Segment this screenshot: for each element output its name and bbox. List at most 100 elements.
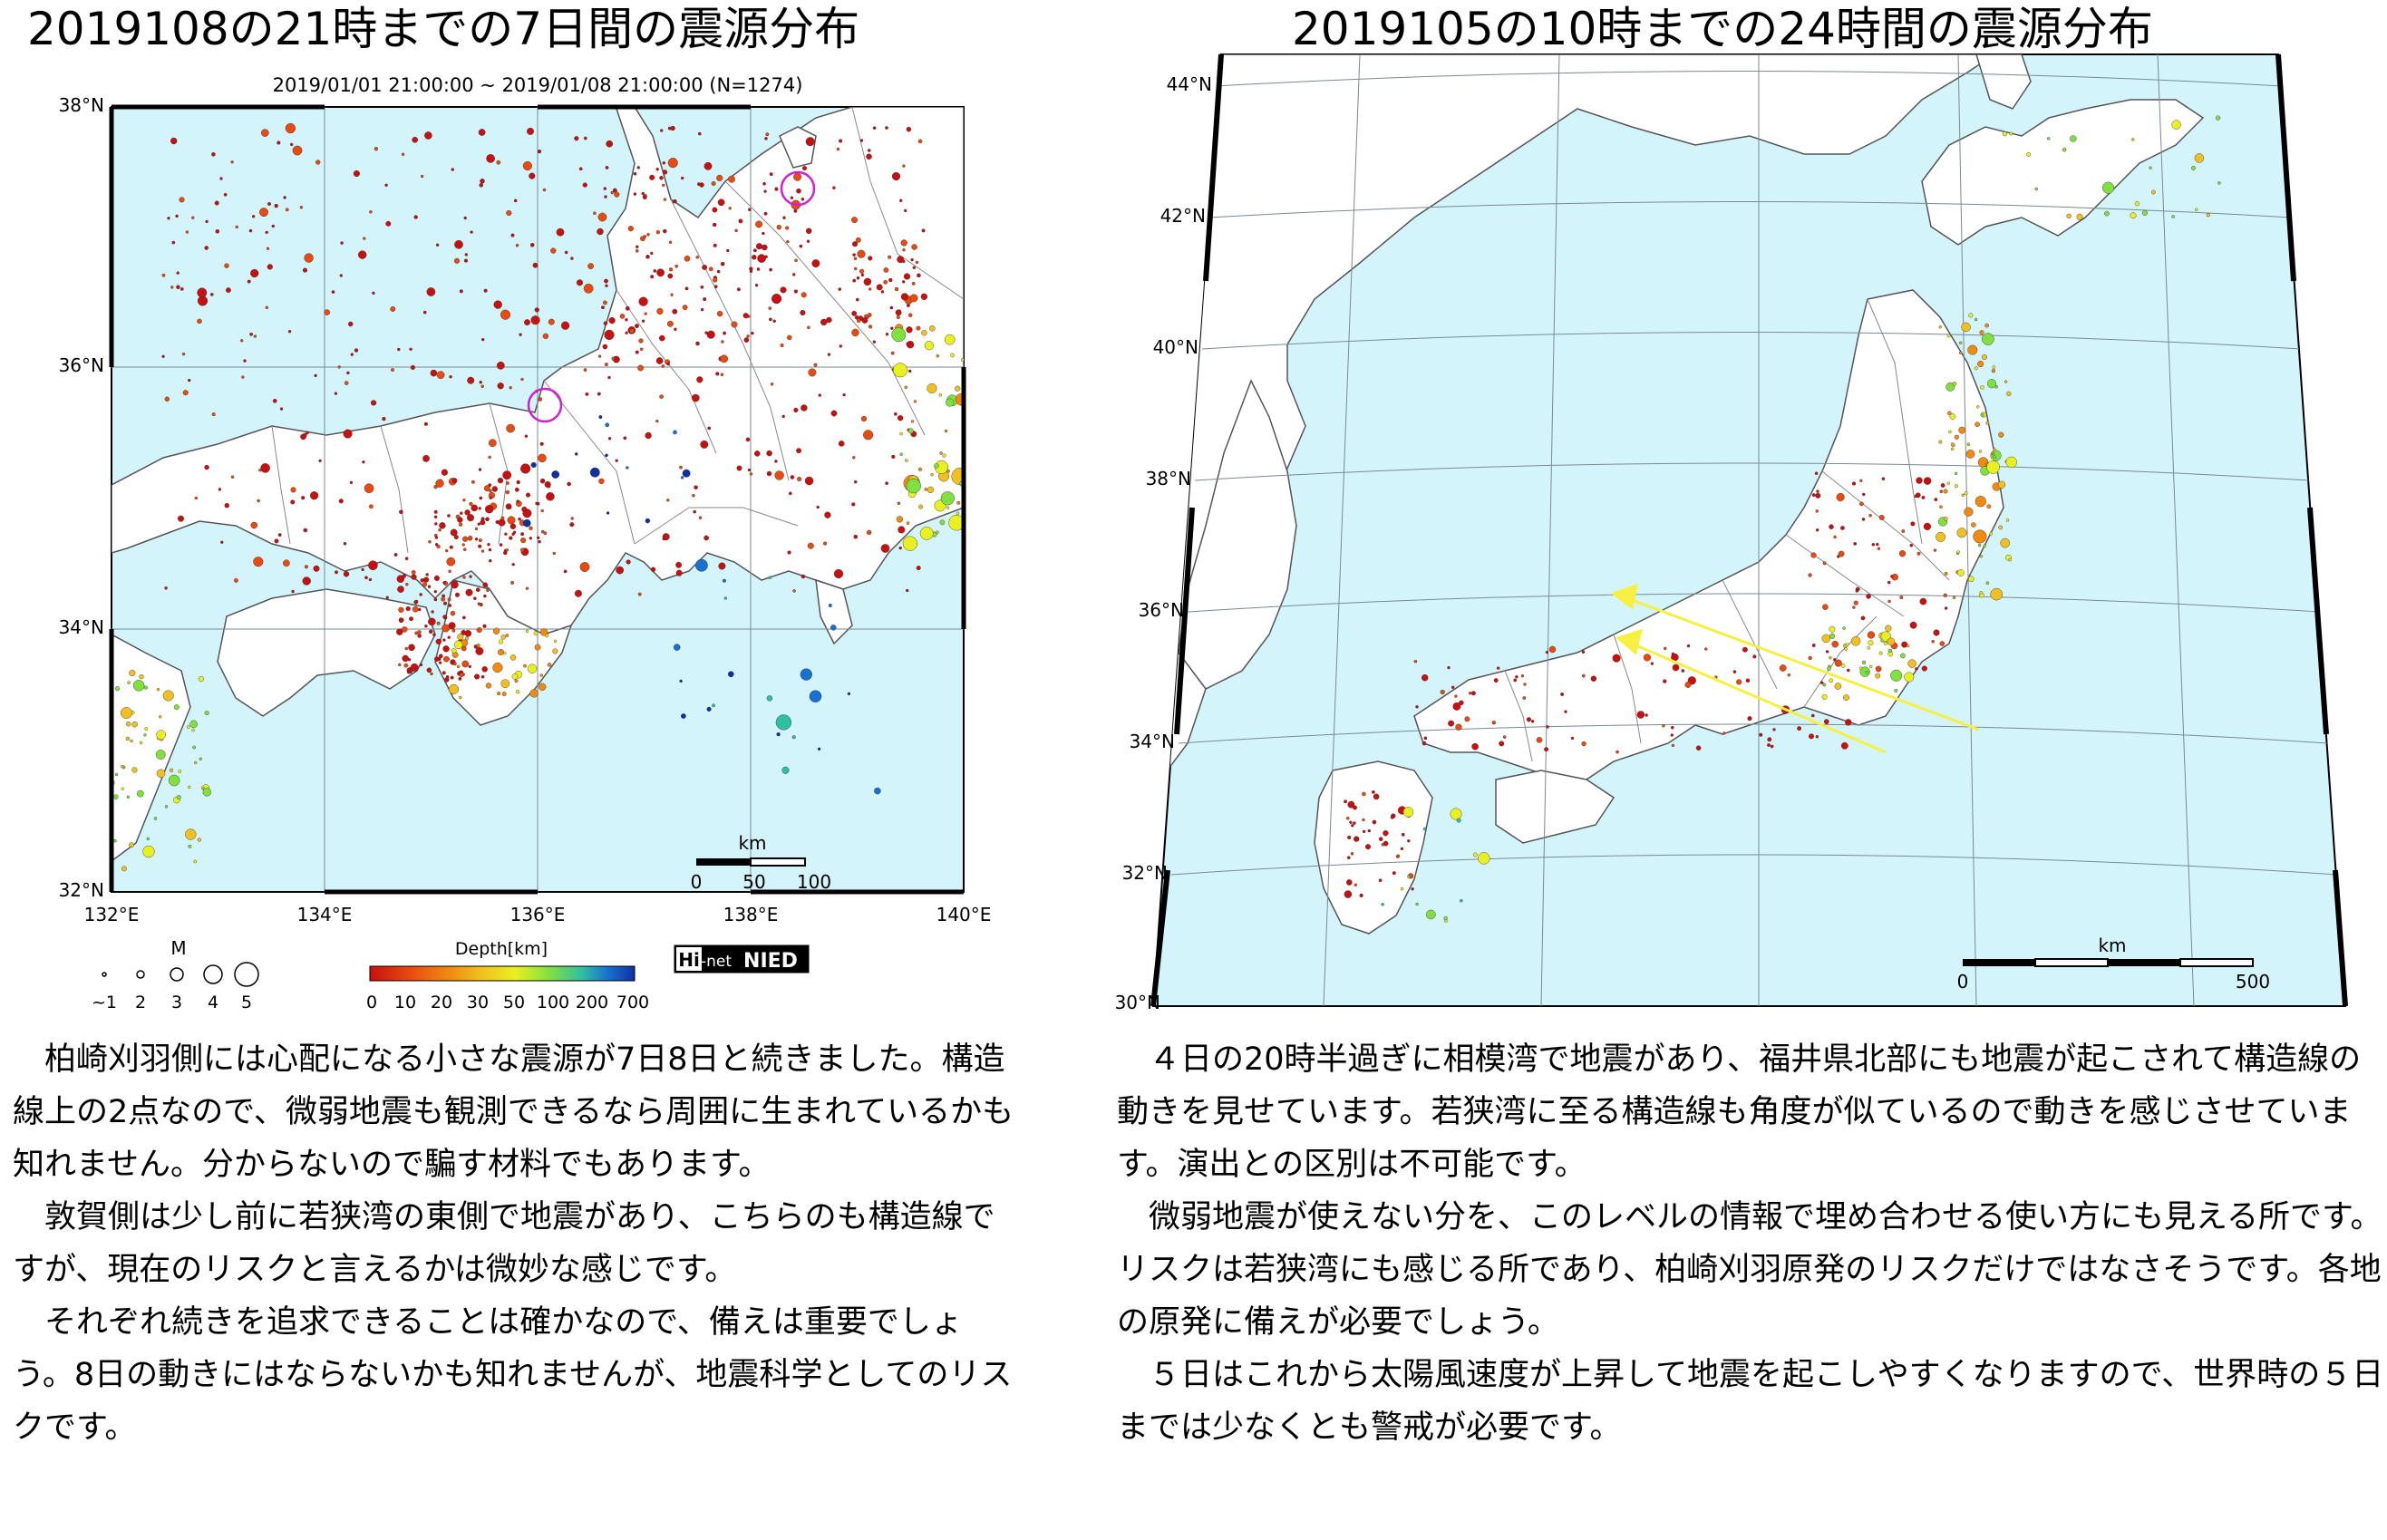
right-map-grid — [1170, 54, 2338, 1006]
epicenter-dot — [191, 728, 195, 732]
right-lat-label: 40°N — [1153, 336, 1198, 358]
epicenter-dot — [1859, 479, 1863, 483]
epicenter-dot — [448, 604, 452, 607]
epicenter-dot — [1454, 694, 1458, 698]
epicenter-dot — [522, 160, 532, 171]
epicenter-dot — [1450, 808, 1462, 820]
epicenter-dot — [659, 176, 664, 180]
epicenter-dot — [497, 692, 501, 696]
epicenter-dot — [1944, 517, 1948, 521]
epicenter-dot — [449, 545, 453, 549]
commentary-paragraph: ５日はこれから太陽風速度が上昇して地震を起こしやすくなりますので、世界時の５日ま… — [1117, 1357, 2384, 1446]
epicenter-dot — [458, 676, 462, 681]
epicenter-dot — [768, 576, 771, 579]
epicenter-dot — [418, 607, 422, 612]
epicenter-dot — [904, 208, 907, 213]
epicenter-dot — [185, 828, 197, 840]
epicenter-dot — [1990, 450, 2002, 461]
epicenter-dot — [796, 448, 802, 454]
epicenter-dot — [912, 266, 917, 270]
epicenter-dot — [1837, 555, 1840, 558]
epicenter-dot — [204, 711, 209, 716]
highlight-circle-kashiwazaki — [780, 170, 816, 207]
epicenter-dot — [1868, 664, 1873, 669]
epicenter-dot — [2066, 213, 2072, 219]
epicenter-dot — [552, 648, 558, 654]
epicenter-dot — [143, 733, 147, 737]
epicenter-dot — [1956, 550, 1960, 554]
epicenter-dot — [874, 787, 881, 795]
epicenter-dot — [1378, 837, 1383, 841]
epicenter-dot — [900, 239, 907, 247]
epicenter-dot — [832, 186, 836, 189]
epicenter-dot — [456, 664, 461, 669]
epicenter-dot — [1850, 636, 1861, 646]
epicenter-dot — [890, 351, 895, 355]
epicenter-dot — [475, 587, 480, 593]
epicenter-dot — [649, 174, 655, 180]
epicenter-dot — [433, 509, 438, 514]
epicenter-dot — [424, 131, 432, 140]
epicenter-dot — [956, 511, 960, 516]
epicenter-dot — [513, 199, 518, 203]
epicenter-dot — [720, 261, 725, 266]
epicenter-dot — [1946, 382, 1955, 392]
epicenter-dot — [791, 273, 796, 276]
epicenter-dot — [607, 436, 612, 441]
epicenter-dot — [1946, 481, 1951, 485]
epicenter-dot — [885, 481, 888, 486]
epicenter-dot — [655, 230, 661, 235]
epicenter-dot — [431, 610, 434, 614]
epicenter-dot — [450, 528, 458, 537]
right-map-land-shikoku — [1495, 770, 1616, 844]
epicenter-dot — [1350, 852, 1354, 856]
epicenter-dot — [1346, 856, 1351, 860]
epicenter-dot — [304, 565, 308, 569]
epicenter-dot — [361, 567, 364, 572]
epicenter-dot — [139, 673, 144, 680]
epicenter-dot — [764, 255, 768, 259]
epicenter-dot — [2008, 557, 2012, 562]
epicenter-dot — [113, 794, 119, 799]
epicenter-dot — [950, 353, 955, 358]
epicenter-dot — [785, 226, 790, 230]
right-scale-tick: 0 — [1957, 971, 1969, 993]
epicenter-dot — [666, 320, 674, 327]
epicenter-dot — [1378, 878, 1383, 883]
epicenter-dot — [161, 273, 166, 277]
epicenter-dot — [1496, 666, 1500, 670]
epicenter-dot — [855, 297, 859, 302]
epicenter-dot — [447, 635, 451, 639]
epicenter-dot — [428, 539, 432, 544]
epicenter-dot — [1867, 646, 1871, 650]
epicenter-dot — [518, 517, 521, 521]
epicenter-dot — [523, 663, 527, 668]
epicenter-dot — [162, 690, 174, 702]
epicenter-dot — [370, 400, 377, 406]
epicenter-dot — [520, 377, 524, 382]
epicenter-dot — [1979, 591, 1984, 595]
epicenter-dot — [433, 590, 437, 594]
epicenter-dot — [1464, 716, 1470, 722]
highlight-circle-tsuruga — [527, 387, 563, 423]
epicenter-dot — [603, 187, 607, 190]
epicenter-dot — [199, 757, 203, 761]
epicenter-dot — [780, 343, 784, 348]
epicenter-dot — [292, 145, 303, 156]
epicenter-dot — [525, 629, 529, 634]
epicenter-dot — [769, 317, 772, 322]
epicenter-dot — [727, 671, 734, 678]
epicenter-dot — [1809, 733, 1814, 740]
epicenter-dot — [807, 325, 810, 330]
epicenter-dot — [260, 463, 270, 473]
epicenter-dot — [391, 368, 394, 373]
epicenter-dot — [853, 534, 859, 539]
epicenter-dot — [927, 486, 935, 494]
epicenter-dot — [485, 517, 490, 522]
epicenter-dot — [283, 559, 290, 567]
epicenter-dot — [1954, 471, 1958, 476]
epicenter-dot — [1456, 818, 1461, 823]
epicenter-dot — [774, 470, 784, 480]
epicenter-dot — [1859, 501, 1864, 507]
epicenter-dot — [185, 230, 189, 234]
